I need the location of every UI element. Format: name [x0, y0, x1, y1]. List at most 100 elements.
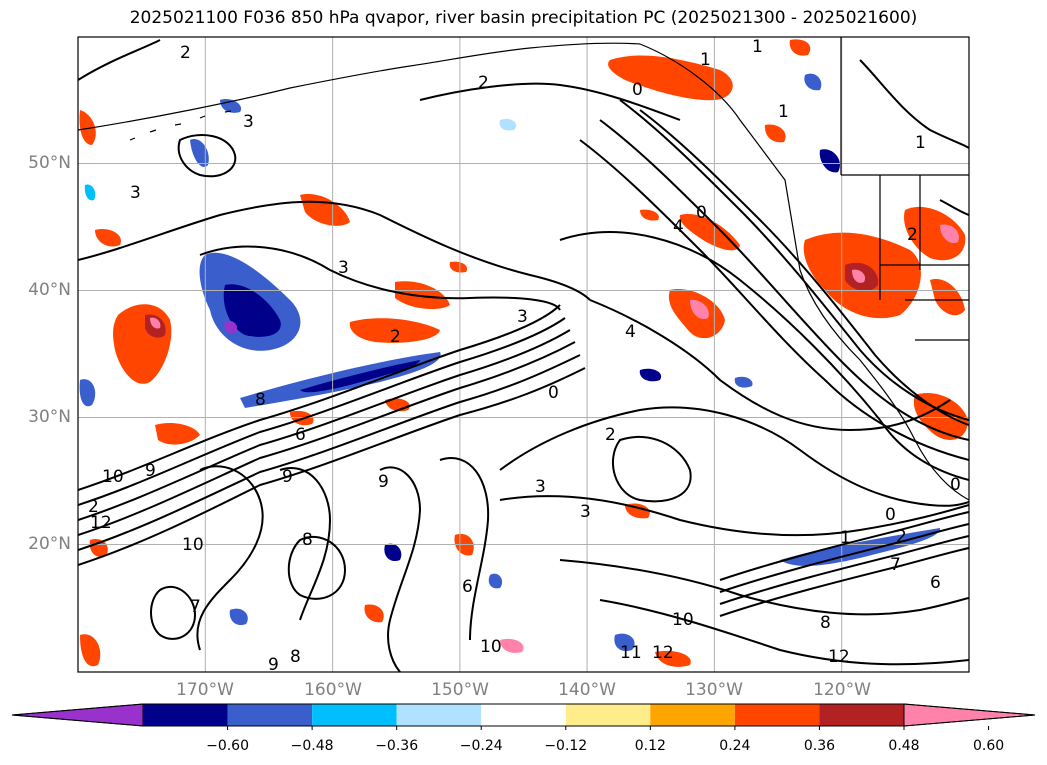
contour-label: 6 [295, 425, 306, 445]
colorbar-tick-label: 0.24 [719, 738, 751, 754]
aleutian-islands [129, 110, 232, 141]
positive-anomaly-region [364, 604, 384, 623]
contour-label: 4 [625, 322, 636, 342]
alaska-coastline [78, 42, 641, 131]
contour-label: 3 [338, 258, 349, 278]
contour-label: 0 [885, 505, 896, 525]
positive-anomaly-region [655, 650, 691, 667]
lon-label-130w: 130°W [685, 680, 743, 700]
contour-label: 9 [268, 655, 279, 675]
contour-label: 2 [180, 43, 191, 63]
contour-label: 8 [820, 613, 831, 633]
contour-labels: 2 2 0 1 1 1 3 4 0 3 2 3 4 0 3 2 3 6 8 9 … [88, 37, 961, 675]
contour-label: 12 [652, 643, 674, 663]
lon-label-120w: 120°W [813, 680, 871, 700]
contour-label: 4 [673, 217, 684, 237]
negative-anomaly-core [223, 284, 281, 337]
positive-anomaly-region [640, 209, 659, 221]
positive-anomaly-region [904, 206, 966, 261]
contour-label: 8 [255, 390, 266, 410]
negative-anomaly-blob [488, 573, 503, 589]
positive-anomaly-region [95, 229, 121, 247]
contour-label: 3 [580, 502, 591, 522]
contour-label: 1 [915, 133, 926, 153]
contour-label: 10 [672, 610, 694, 630]
positive-anomaly-region [789, 39, 811, 56]
contour-label: 0 [632, 80, 643, 100]
lat-label-20n: 20°N [28, 534, 71, 554]
lat-label-40n: 40°N [28, 280, 71, 300]
contour-label: 0 [950, 475, 961, 495]
negative-anomaly-blob [499, 118, 517, 131]
positive-anomaly-peak [150, 317, 161, 329]
positive-anomaly-region [155, 423, 200, 445]
contour-label: 2 [390, 327, 401, 347]
contour-label: 9 [145, 461, 156, 481]
negative-anomaly-blob [229, 608, 248, 626]
contour-label: 3 [517, 307, 528, 327]
state-borders [840, 37, 969, 341]
negative-anomaly-band-core [300, 360, 420, 393]
contour-label: 10 [102, 467, 124, 487]
lon-label-170w: 170°W [176, 680, 234, 700]
contour-label: 10 [480, 637, 502, 657]
positive-anomaly-region [764, 124, 786, 143]
contour-label: 1 [752, 37, 763, 57]
contour-label: 1 [840, 528, 851, 548]
negative-anomaly-blob [84, 184, 96, 201]
contour-label: 0 [548, 383, 559, 403]
contour-label: 10 [182, 535, 204, 555]
positive-anomaly-region [500, 638, 524, 653]
positive-anomaly-region [930, 279, 965, 316]
plot-frame [77, 36, 970, 673]
contour-label: 9 [282, 467, 293, 487]
colorbar-tick-label: 0.12 [634, 738, 666, 754]
qvapor-contours [78, 39, 969, 672]
map-title: 2025021100 F036 850 hPa qvapor, river ba… [129, 8, 918, 28]
contour-label: 3 [535, 477, 546, 497]
colorbar-tick-label: 0.36 [803, 738, 836, 754]
contour-label: 2 [88, 497, 99, 517]
contour-label: 1 [700, 50, 711, 70]
contour-label: 2 [907, 225, 918, 245]
colorbar-tick-label: −0.24 [459, 738, 503, 754]
contour-label: 7 [890, 555, 901, 575]
precip-anomaly-fill [79, 39, 968, 667]
gridlines [78, 37, 969, 672]
lon-label-160w: 160°W [304, 680, 362, 700]
contour-label: 2 [896, 527, 907, 547]
contour-label: 6 [462, 577, 473, 597]
negative-anomaly-blob [614, 633, 635, 652]
positive-anomaly-region [449, 261, 468, 273]
positive-anomaly-peak [852, 269, 866, 283]
lon-label-150w: 150°W [431, 680, 489, 700]
negative-anomaly-blob [79, 379, 96, 407]
colorbar-tick-label: −0.60 [206, 738, 249, 754]
contour-label: 12 [90, 513, 112, 533]
positive-anomaly-region [395, 281, 450, 310]
contour-label: 1 [778, 102, 789, 122]
contour-label: 8 [302, 530, 313, 550]
contour-label: 6 [930, 573, 941, 593]
contour-label: 3 [130, 183, 141, 203]
negative-anomaly-blob [190, 139, 209, 168]
contour-label: 2 [478, 73, 489, 93]
colorbar-tick-label: 0.48 [888, 738, 920, 754]
positive-anomaly-region [608, 55, 733, 101]
positive-anomaly-region [679, 214, 740, 251]
positive-anomaly-core [940, 224, 959, 244]
lat-label-50n: 50°N [28, 153, 71, 173]
negative-anomaly-southeast [780, 528, 941, 566]
contour-label: 0 [696, 203, 707, 223]
lon-label-140w: 140°W [558, 680, 616, 700]
contour-label: 8 [290, 647, 301, 667]
contour-label: 7 [190, 597, 201, 617]
negative-anomaly-blob [804, 73, 822, 91]
colorbar-tick-label: 0.60 [972, 738, 1005, 754]
negative-anomaly-blob [819, 149, 840, 173]
positive-anomaly-core [690, 299, 709, 320]
negative-anomaly-core-purple [224, 320, 238, 334]
colorbar-tick-label: −0.12 [544, 738, 588, 754]
positive-anomaly-region [349, 318, 440, 343]
